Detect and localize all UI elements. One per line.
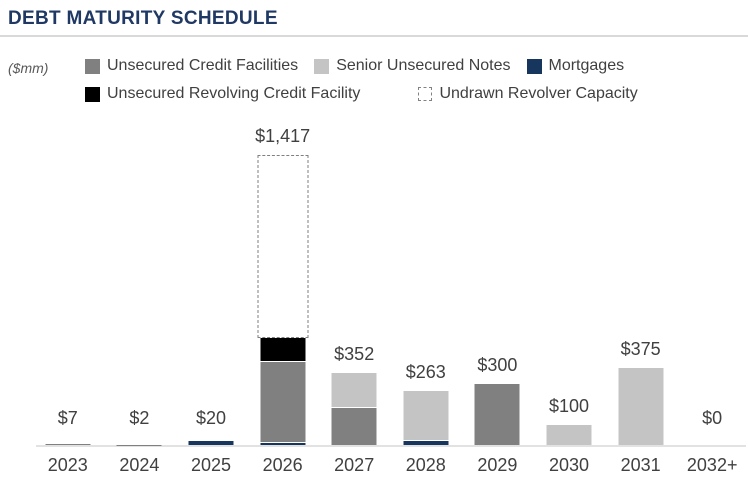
legend-swatch-senior-unsecured-notes-icon — [314, 59, 329, 74]
bar-value-label: $7 — [32, 408, 104, 429]
legend-item-senior-unsecured-notes: Senior Unsecured Notes — [314, 57, 510, 75]
bar-value-label: $0 — [676, 408, 748, 429]
title-divider — [0, 35, 748, 37]
legend-swatch-unsecured-credit-facilities-icon — [85, 59, 100, 74]
chart-legend: Unsecured Credit Facilities Senior Unsecu… — [85, 57, 638, 113]
bar-segment-senior-unsecured-notes — [332, 373, 377, 407]
unit-label: ($mm) — [8, 60, 48, 76]
legend-label: Undrawn Revolver Capacity — [439, 85, 637, 103]
x-tick-label: 2024 — [104, 455, 176, 476]
bar-segment-unsecured-credit-facilities — [260, 361, 305, 442]
x-tick-label: 2032+ — [676, 455, 748, 476]
stacked-bar-2028 — [403, 391, 448, 445]
bar-value-label: $2 — [104, 408, 176, 429]
bar-segment-undrawn-revolver-capacity — [257, 155, 308, 338]
x-tick-label: 2025 — [175, 455, 247, 476]
stacked-bar-2031 — [618, 368, 663, 445]
bar-segment-unsecured-credit-facilities — [475, 384, 520, 446]
bar-value-label: $300 — [462, 355, 534, 376]
bar-segment-unsecured-credit-facilities — [332, 407, 377, 445]
bar-segment-mortgages — [403, 440, 448, 445]
legend-label: Unsecured Revolving Credit Facility — [107, 85, 360, 103]
bar-value-label: $352 — [318, 344, 390, 365]
legend-row-2: Unsecured Revolving Credit Facility Undra… — [85, 85, 638, 103]
bar-segment-senior-unsecured-notes — [546, 425, 591, 446]
bar-segment-mortgages — [188, 441, 233, 445]
bar-value-label: $20 — [175, 408, 247, 429]
stacked-bar-2027 — [332, 373, 377, 445]
x-tick-label: 2029 — [462, 455, 534, 476]
bar-segment-unsecured-credit-facilities — [45, 444, 90, 445]
legend-label: Senior Unsecured Notes — [336, 57, 510, 75]
stacked-bar-2023 — [45, 444, 90, 445]
stacked-bar-2030 — [546, 425, 591, 446]
legend-label: Unsecured Credit Facilities — [107, 57, 298, 75]
x-tick-label: 2031 — [605, 455, 677, 476]
legend-item-mortgages: Mortgages — [527, 57, 625, 75]
bar-segment-unsecured-revolving-credit-facility — [260, 338, 305, 361]
bar-segment-senior-unsecured-notes — [403, 391, 448, 440]
legend-label: Mortgages — [549, 57, 625, 75]
stacked-bar-2026 — [257, 155, 308, 445]
legend-row-1: Unsecured Credit Facilities Senior Unsecu… — [85, 57, 638, 75]
legend-swatch-unsecured-revolving-credit-facility-icon — [85, 87, 100, 102]
legend-swatch-mortgages-icon — [527, 59, 542, 74]
bar-segment-senior-unsecured-notes — [618, 368, 663, 445]
x-tick-label: 2027 — [318, 455, 390, 476]
stacked-bar-2025 — [188, 441, 233, 445]
x-tick-label: 2023 — [32, 455, 104, 476]
x-tick-label: 2030 — [533, 455, 605, 476]
page-title: DEBT MATURITY SCHEDULE — [8, 8, 748, 30]
legend-item-undrawn-revolver-capacity: Undrawn Revolver Capacity — [418, 85, 637, 103]
bar-value-label: $375 — [605, 339, 677, 360]
bar-segment-mortgages — [260, 442, 305, 445]
stacked-bar-2029 — [475, 384, 520, 446]
legend-item-unsecured-credit-facilities: Unsecured Credit Facilities — [85, 57, 298, 75]
x-tick-label: 2026 — [247, 455, 319, 476]
x-tick-label: 2028 — [390, 455, 462, 476]
x-axis-line — [36, 445, 746, 447]
legend-item-unsecured-revolving-credit-facility: Unsecured Revolving Credit Facility — [85, 85, 360, 103]
bar-value-label: $263 — [390, 362, 462, 383]
bar-value-label: $100 — [533, 396, 605, 417]
page-header: DEBT MATURITY SCHEDULE — [0, 8, 748, 37]
bar-value-label: $1,417 — [247, 126, 319, 147]
legend-swatch-undrawn-revolver-capacity-icon — [418, 87, 432, 101]
